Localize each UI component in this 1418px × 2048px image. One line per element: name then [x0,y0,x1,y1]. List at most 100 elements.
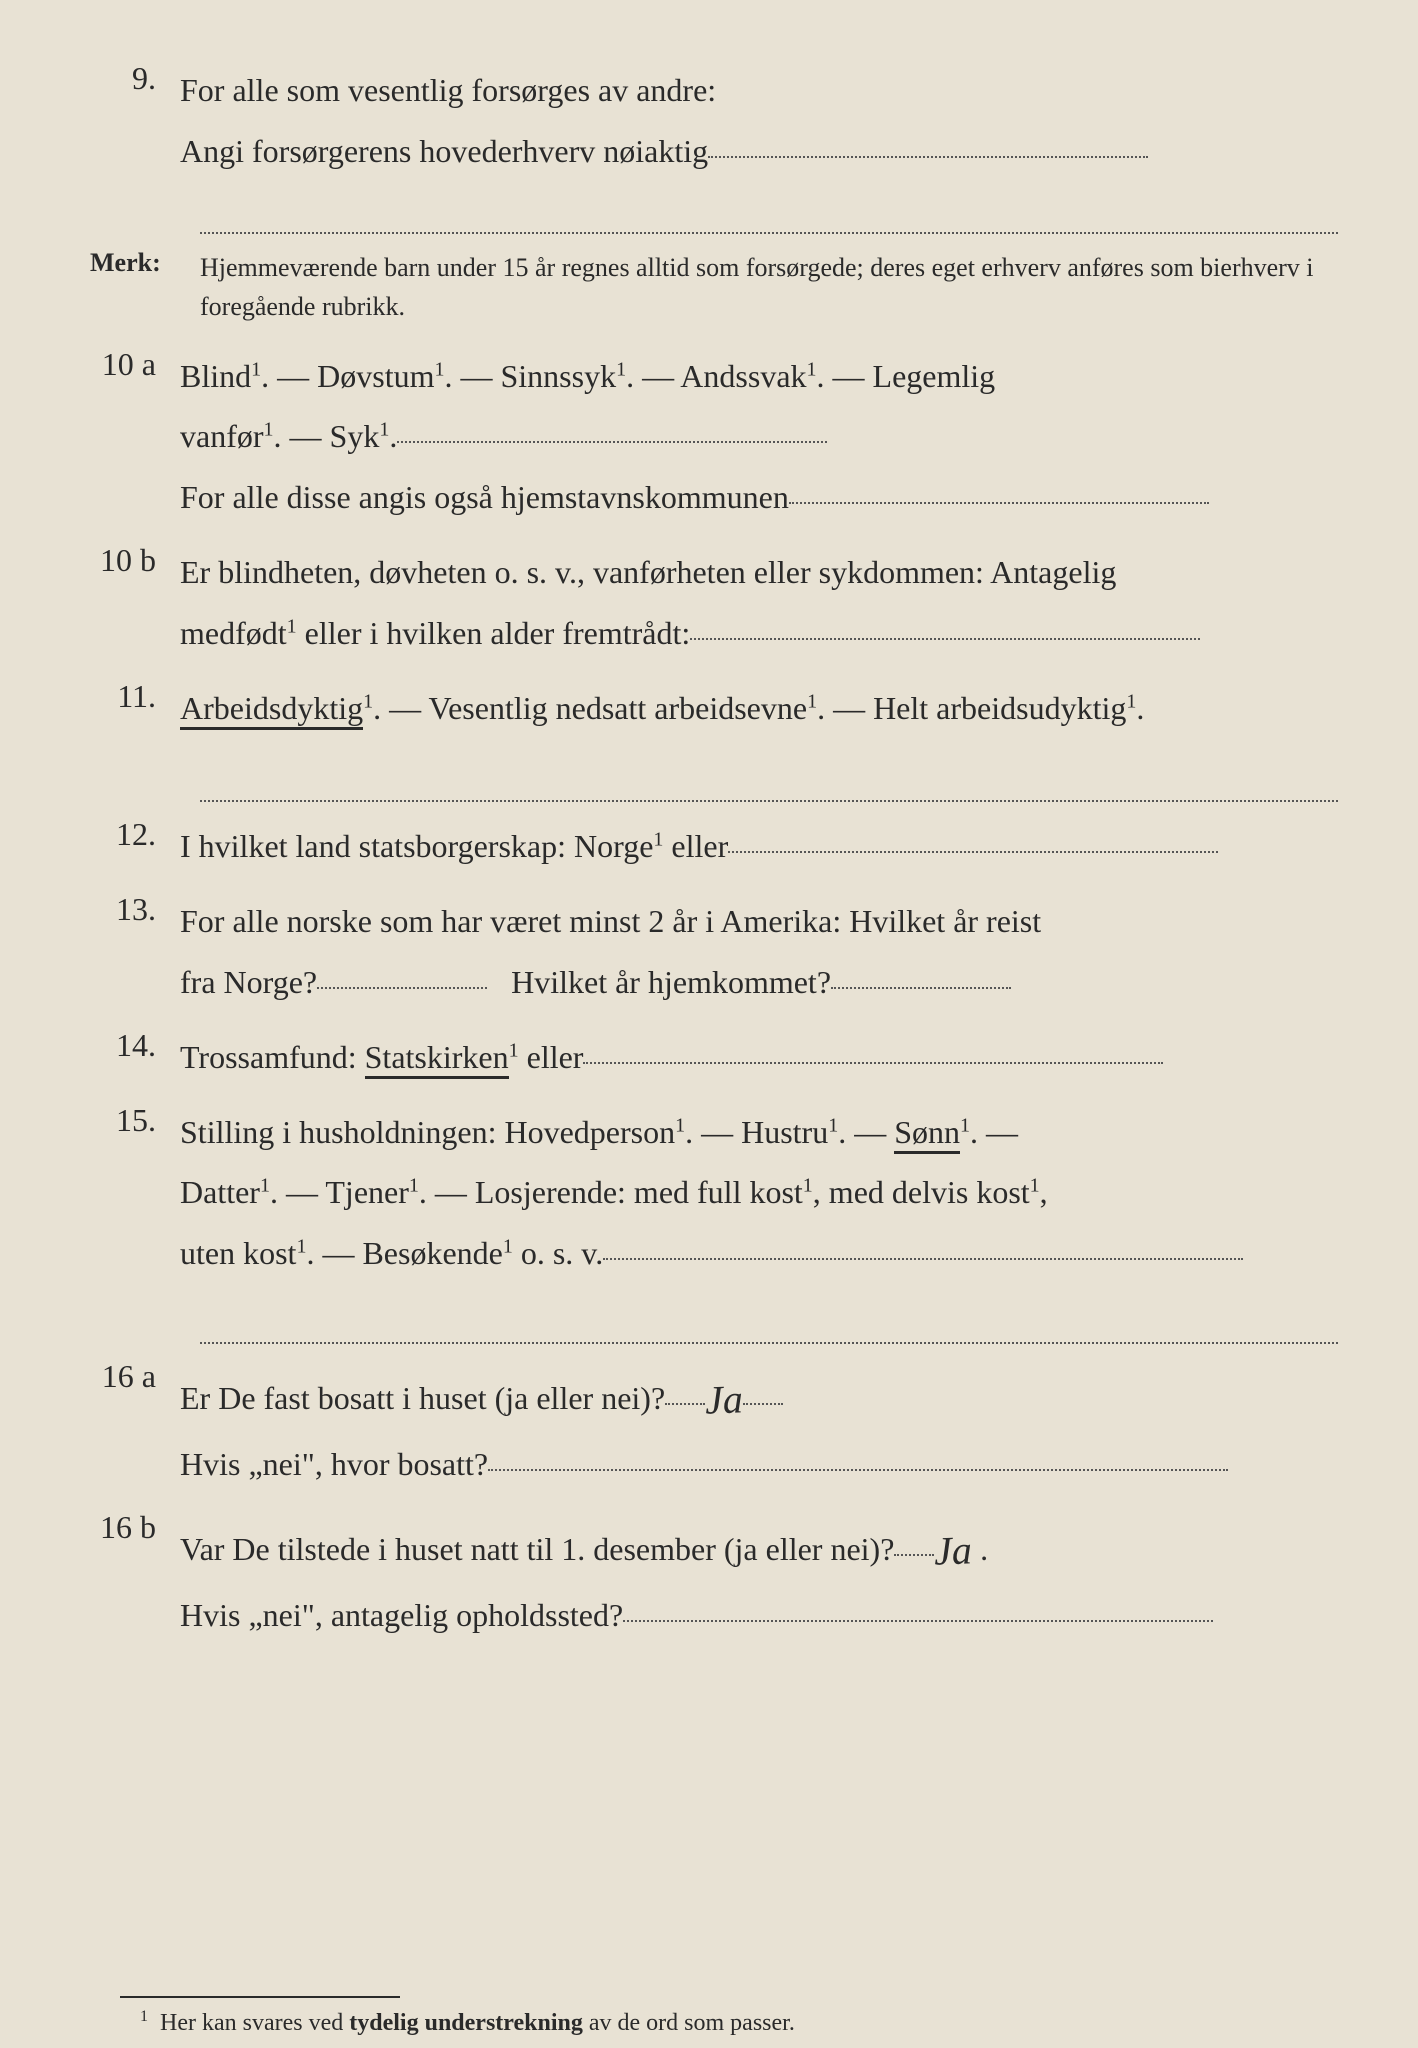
q15-number: 15. [90,1102,180,1139]
fill-line-full [200,194,1338,234]
q9-line1: For alle som vesentlig forsørges av andr… [180,72,716,108]
q14-stats: Statskirken [365,1039,509,1079]
q15-besok: . — Besøkende [306,1235,502,1271]
sup-1: 1 [503,1236,513,1258]
q15-datter: Datter [180,1174,260,1210]
q10a-andssvak: Andssvak [680,358,806,394]
question-11: 11. Arbeidsdyktig1. — Vesentlig nedsatt … [90,678,1338,739]
question-13: 13. For alle norske som har været minst … [90,891,1338,1013]
q16b-hvis: Hvis „nei", antagelig opholdssted? [180,1597,623,1633]
fill-line-full [200,762,1338,802]
fill-line [728,851,1218,853]
q10a-sinnssyk: Sinnssyk [500,358,616,394]
q13-line1: For alle norske som har været minst 2 år… [180,903,1041,939]
q15-delvis: , med delvis kost [813,1174,1030,1210]
sup-1: 1 [675,1114,685,1136]
q15-content: Stilling i husholdningen: Hovedperson1. … [180,1102,1338,1284]
q11-content: Arbeidsdyktig1. — Vesentlig nedsatt arbe… [180,678,1338,739]
sup-1: 1 [509,1039,519,1061]
q13-number: 13. [90,891,180,928]
fill-line [831,987,1011,989]
q13-fra: fra Norge? [180,964,317,1000]
q16a-content: Er De fast bosatt i huset (ja eller nei)… [180,1358,1338,1495]
q10b-number: 10 b [90,542,180,579]
sup-1: 1 [363,690,373,712]
question-12: 12. I hvilket land statsborgerskap: Norg… [90,816,1338,877]
sup-1: 1 [296,1236,306,1258]
footnote-rule [120,1996,400,1998]
q15-uten: uten kost [180,1235,296,1271]
sup-1: 1 [409,1175,419,1197]
question-16a: 16 a Er De fast bosatt i huset (ja eller… [90,1358,1338,1495]
q16b-q: Var De tilstede i huset natt til 1. dese… [180,1531,894,1567]
q15-a: Stilling i husholdningen: Hovedperson [180,1114,675,1150]
q9-line2: Angi forsørgerens hovederhverv nøiaktig [180,133,708,169]
q15-osv: o. s. v. [513,1235,603,1271]
question-15: 15. Stilling i husholdningen: Hovedperso… [90,1102,1338,1284]
q16a-q: Er De fast bosatt i huset (ja eller nei)… [180,1380,665,1416]
q16b-answer: Ja [933,1512,973,1589]
q11-end: . — Helt arbeidsudyktig [817,690,1126,726]
q10a-content: Blind1. — Døvstum1. — Sinnssyk1. — Andss… [180,346,1338,528]
q10a-legemlig: Legemlig [873,358,996,394]
fill-line [317,987,487,989]
q16a-hvis: Hvis „nei", hvor bosatt? [180,1446,488,1482]
question-10b: 10 b Er blindheten, døvheten o. s. v., v… [90,542,1338,664]
q10b-rest: eller i hvilken alder fremtrådt: [297,615,691,651]
q14-number: 14. [90,1027,180,1064]
fill-line [583,1062,1163,1064]
sup-1: 1 [1030,1175,1040,1197]
q10b-line1: Er blindheten, døvheten o. s. v., vanfør… [180,554,1116,590]
merk-label: Merk: [90,248,200,278]
q10a-dovstum: Døvstum [317,358,434,394]
q10a-number: 10 a [90,346,180,383]
fill-line [665,1403,705,1405]
sup-1: 1 [653,829,663,851]
footnote-sup: 1 [140,2008,148,2025]
sup-1: 1 [260,1175,270,1197]
question-16b: 16 b Var De tilstede i huset natt til 1.… [90,1509,1338,1646]
q10b-content: Er blindheten, døvheten o. s. v., vanfør… [180,542,1338,664]
q10b-medfodt: medfødt [180,615,287,651]
q14-content: Trossamfund: Statskirken1 eller [180,1027,1338,1088]
fill-line-full [200,1304,1338,1344]
sup-1: 1 [828,1114,838,1136]
merk-note: Merk: Hjemmeværende barn under 15 år reg… [90,248,1338,326]
q15-losj: . — Losjerende: med full kost [419,1174,803,1210]
sup-1: 1 [379,419,389,441]
q11-arbeidsdyktig: Arbeidsdyktig [180,690,363,730]
q16b-content: Var De tilstede i huset natt til 1. dese… [180,1509,1338,1646]
q9-content: For alle som vesentlig forsørges av andr… [180,60,1338,182]
sup-1: 1 [807,358,817,380]
q16b-number: 16 b [90,1509,180,1546]
q13-content: For alle norske som har været minst 2 år… [180,891,1338,1013]
q10a-blind: Blind [180,358,251,394]
footnote-c: av de ord som passer. [583,2010,795,2036]
sup-1: 1 [960,1114,970,1136]
fill-line [743,1403,783,1405]
fill-line [708,156,1148,158]
fill-line [894,1554,934,1556]
q14-tros: Trossamfund: [180,1039,365,1075]
q10a-vanfor: vanfør [180,418,264,454]
fill-line [397,441,827,443]
sup-1: 1 [434,358,444,380]
q16a-answer: Ja [704,1361,744,1438]
q13-hjem: Hvilket år hjemkommet? [511,964,831,1000]
q12-number: 12. [90,816,180,853]
q12-content: I hvilket land statsborgerskap: Norge1 e… [180,816,1338,877]
q12-text: I hvilket land statsborgerskap: Norge [180,828,653,864]
sup-1: 1 [287,615,297,637]
q14-eller: eller [519,1039,584,1075]
fill-line [690,638,1200,640]
footnote-a: Her kan svares ved [160,2010,349,2036]
sup-1: 1 [616,358,626,380]
sup-1: 1 [251,358,261,380]
sup-1: 1 [803,1175,813,1197]
fill-line [623,1620,1213,1622]
sup-1: 1 [807,690,817,712]
merk-text: Hjemmeværende barn under 15 år regnes al… [200,248,1338,326]
fill-line [789,502,1209,504]
q15-tjener: . — Tjener [270,1174,409,1210]
question-9: 9. For alle som vesentlig forsørges av a… [90,60,1338,182]
